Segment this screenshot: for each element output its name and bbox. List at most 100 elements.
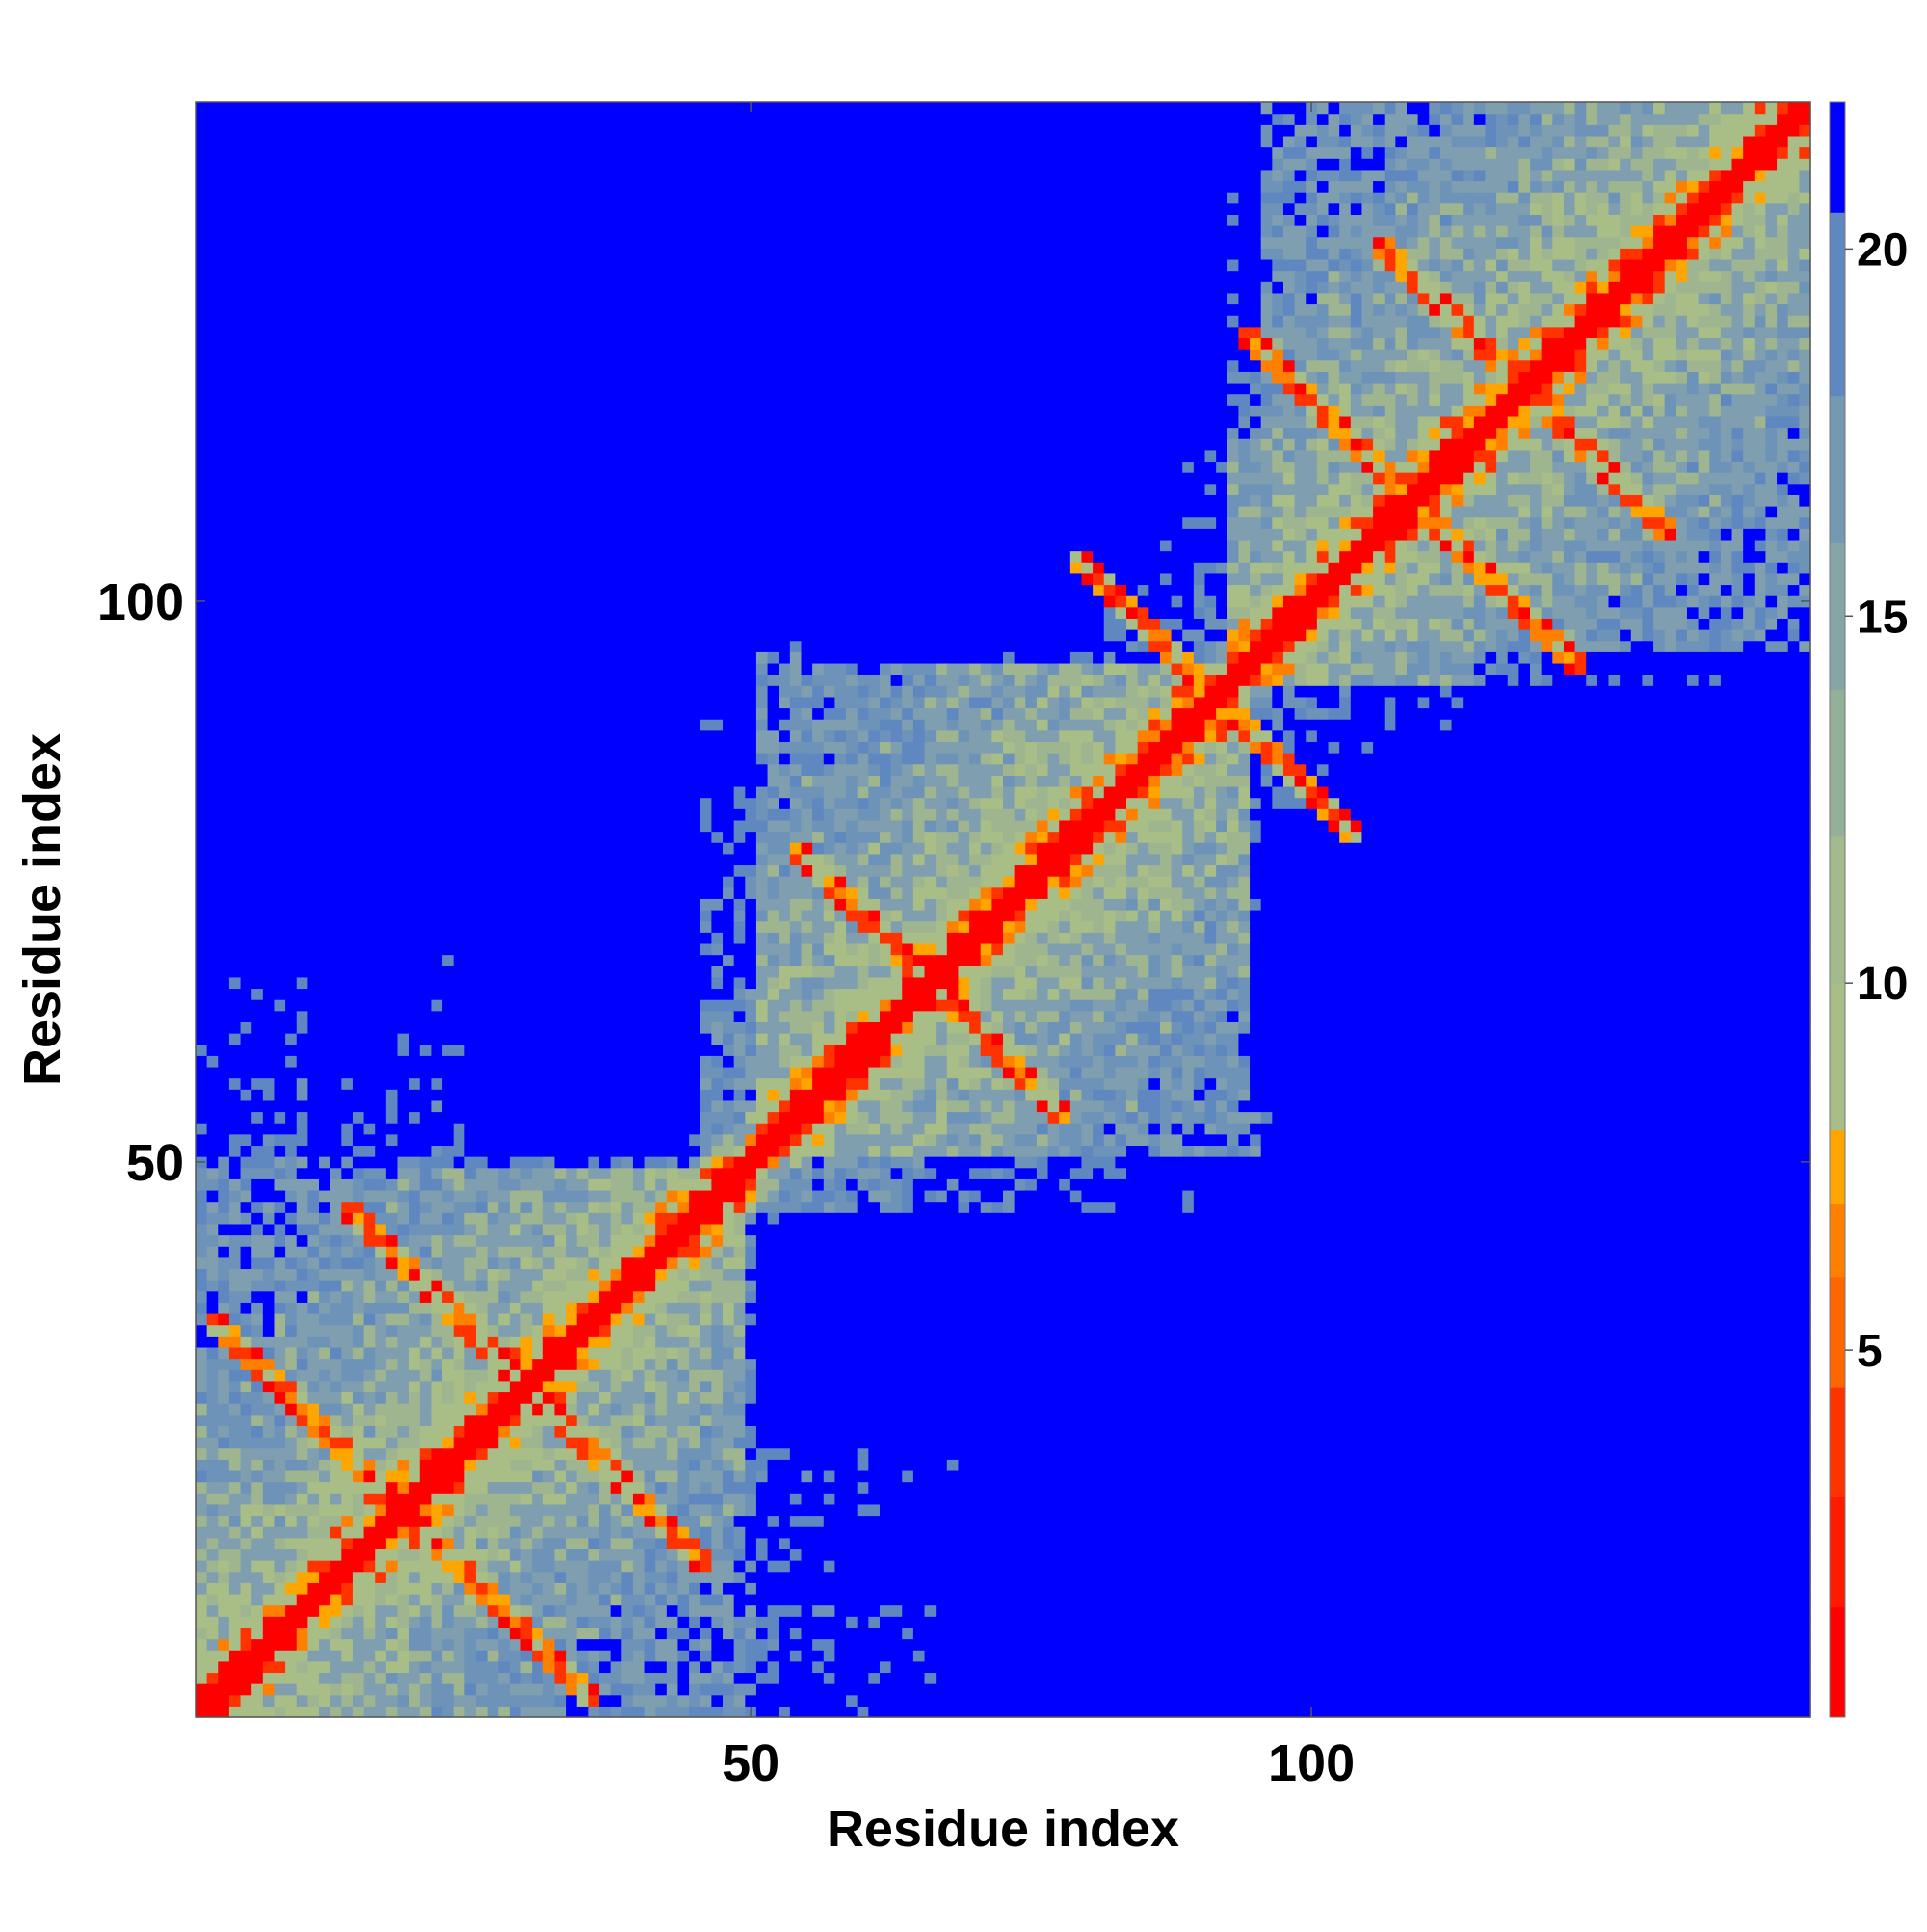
heatmap-cell <box>296 1425 308 1438</box>
heatmap-cell <box>487 1481 499 1494</box>
heatmap-cell <box>475 966 488 978</box>
heatmap-cell <box>228 1616 242 1628</box>
heatmap-cell <box>464 651 477 664</box>
heatmap-cell <box>296 674 308 686</box>
heatmap-cell <box>363 1066 376 1079</box>
heatmap-cell <box>319 662 331 675</box>
heatmap-cell <box>453 1493 465 1505</box>
heatmap-cell <box>228 1290 242 1303</box>
heatmap-cell <box>498 1145 511 1157</box>
heatmap-cell <box>262 146 276 159</box>
heatmap-cell <box>262 1469 276 1483</box>
heatmap-cell <box>409 741 421 754</box>
heatmap-cell <box>206 1324 219 1337</box>
heatmap-cell <box>520 864 533 877</box>
heatmap-cell <box>566 898 578 911</box>
heatmap-cell <box>240 371 252 384</box>
heatmap-cell <box>487 1223 499 1236</box>
heatmap-cell <box>532 876 544 888</box>
heatmap-cell <box>509 729 522 743</box>
heatmap-cell <box>307 966 320 978</box>
heatmap-cell <box>240 1593 252 1606</box>
heatmap-cell <box>498 202 511 215</box>
heatmap-cell <box>296 248 308 260</box>
heatmap-cell <box>464 1033 477 1045</box>
heatmap-cell <box>431 1616 443 1628</box>
heatmap-cell <box>307 920 320 933</box>
heatmap-cell <box>431 887 443 899</box>
heatmap-cell <box>228 415 242 429</box>
heatmap-cell <box>240 248 252 260</box>
heatmap-cell <box>509 1033 522 1045</box>
heatmap-cell <box>431 1650 443 1662</box>
heatmap-cell <box>274 1672 286 1684</box>
heatmap-cell <box>453 1089 465 1101</box>
heatmap-cell <box>296 472 308 485</box>
heatmap-cell <box>307 808 320 821</box>
heatmap-cell <box>385 685 399 698</box>
heatmap-cell <box>464 1493 477 1505</box>
heatmap-cell <box>453 1706 465 1718</box>
heatmap-cell <box>240 741 252 754</box>
heatmap-cell <box>363 629 376 642</box>
heatmap-cell <box>532 1055 544 1068</box>
heatmap-cell <box>240 910 252 922</box>
heatmap-cell <box>285 640 298 652</box>
heatmap-cell <box>509 1616 522 1628</box>
heatmap-cell <box>363 1469 376 1483</box>
heatmap-cell <box>228 1099 242 1113</box>
heatmap-cell <box>532 494 544 507</box>
heatmap-cell <box>554 775 567 787</box>
heatmap-cell <box>520 371 533 384</box>
heatmap-cell <box>542 1021 556 1034</box>
heatmap-cell <box>330 696 342 709</box>
heatmap-cell <box>251 674 264 686</box>
heatmap-cell <box>274 1369 286 1382</box>
heatmap-cell <box>218 214 230 226</box>
heatmap-cell <box>251 1257 264 1270</box>
heatmap-cell <box>385 1503 399 1517</box>
heatmap-cell <box>330 853 342 866</box>
heatmap-cell <box>397 1571 409 1583</box>
heatmap-cell <box>566 785 578 799</box>
heatmap-cell <box>419 1604 433 1617</box>
heatmap-cell <box>375 528 387 541</box>
heatmap-cell <box>532 415 544 429</box>
heatmap-cell <box>431 1582 443 1595</box>
heatmap-cell <box>542 584 556 596</box>
heatmap-cell <box>509 281 522 294</box>
heatmap-cell <box>251 506 264 518</box>
heatmap-cell <box>509 382 522 395</box>
heatmap-cell <box>363 1290 376 1303</box>
heatmap-cell <box>285 1650 298 1662</box>
heatmap-cell <box>475 1437 488 1449</box>
heatmap-cell <box>206 326 219 339</box>
heatmap-cell <box>274 1099 286 1113</box>
heatmap-cell <box>240 853 252 866</box>
heatmap-cell <box>385 483 399 495</box>
heatmap-cell <box>453 169 465 182</box>
heatmap-cell <box>363 976 376 990</box>
heatmap-cell <box>554 550 567 563</box>
heatmap-cell <box>341 797 354 809</box>
heatmap-cell <box>307 516 320 529</box>
heatmap-cell <box>218 102 230 115</box>
heatmap-cell <box>240 1123 252 1135</box>
heatmap-cell <box>240 1145 252 1157</box>
heatmap-cell <box>576 1099 589 1113</box>
heatmap-cell <box>409 910 421 922</box>
heatmap-cell <box>296 102 308 115</box>
heatmap-cell <box>352 1358 365 1370</box>
heatmap-cell <box>228 1302 242 1314</box>
heatmap-cell <box>385 135 399 148</box>
heatmap-cell <box>431 618 443 630</box>
heatmap-cell <box>274 1706 286 1718</box>
heatmap-cell <box>307 472 320 485</box>
heatmap-cell <box>274 102 286 115</box>
heatmap-cell <box>206 483 219 495</box>
heatmap-cell <box>532 920 544 933</box>
heatmap-cell <box>498 483 511 495</box>
heatmap-cell <box>218 270 230 282</box>
heatmap-cell <box>576 719 589 731</box>
heatmap-cell <box>363 483 376 495</box>
